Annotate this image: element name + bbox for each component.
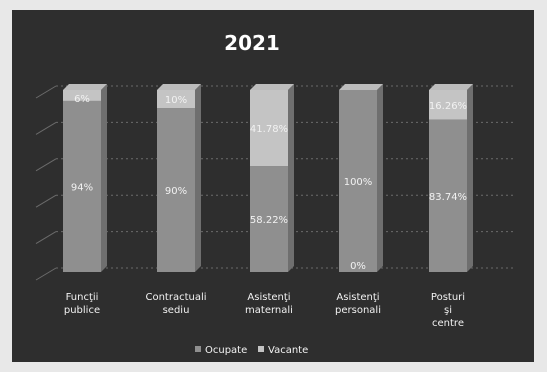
category-label: Asistenţi maternali bbox=[245, 292, 293, 316]
chart-title: 2021 bbox=[224, 31, 280, 55]
data-label-vacante: 0% bbox=[350, 261, 366, 272]
data-label-vacante: 6% bbox=[74, 94, 90, 105]
chart-grid bbox=[35, 85, 515, 281]
grid-line-tick bbox=[35, 158, 57, 172]
chart-category-labels: Funcţii publice Contractuali sediu Asistenţi… bbox=[64, 292, 465, 329]
bar-side-functii-publice bbox=[101, 84, 107, 272]
data-label-vacante: 16.26% bbox=[429, 101, 467, 112]
bar-side-asistenti-personali bbox=[377, 84, 383, 272]
bar-top-functii-publice bbox=[63, 84, 107, 90]
grid-line-tick bbox=[35, 267, 57, 281]
category-label: Funcţii publice bbox=[64, 292, 100, 316]
bar-ocupate-asistenti-maternali bbox=[250, 166, 288, 272]
data-label-ocupate: 58.22% bbox=[250, 215, 288, 226]
bar-side-contractuali-sediu bbox=[195, 84, 201, 272]
legend-swatch-vacante bbox=[258, 346, 264, 352]
legend-label-vacante: Vacante bbox=[268, 345, 308, 356]
bar-vacante-asistenti-maternali bbox=[250, 90, 288, 167]
grid-line-tick bbox=[35, 194, 57, 208]
bar-vacante-posturi-si-centre bbox=[429, 90, 467, 120]
bar-side-asistenti-maternali bbox=[288, 84, 294, 272]
grid-line-tick bbox=[35, 121, 57, 135]
data-label-ocupate: 100% bbox=[344, 177, 373, 188]
category-label: Asistenţi personali bbox=[335, 292, 381, 316]
grid-line-tick bbox=[35, 85, 57, 99]
bar-side-posturi-si-centre bbox=[467, 84, 473, 272]
bar-vacante-functii-publice bbox=[63, 90, 101, 101]
legend-label-ocupate: Ocupate bbox=[205, 345, 247, 356]
data-label-ocupate: 94% bbox=[71, 182, 93, 193]
bar-top-contractuali-sediu bbox=[157, 84, 201, 90]
chart-legend: Ocupate Vacante bbox=[195, 345, 308, 356]
category-label: Posturi şi centre bbox=[431, 292, 465, 329]
data-label-vacante: 10% bbox=[165, 95, 187, 106]
grid-line-tick bbox=[35, 231, 57, 245]
bar-top-posturi-si-centre bbox=[429, 84, 473, 90]
bar-ocupate-functii-publice bbox=[63, 100, 101, 272]
chart-bars bbox=[63, 84, 473, 272]
bar-top-asistenti-personali bbox=[339, 84, 383, 90]
legend-swatch-ocupate bbox=[195, 346, 201, 352]
bar-top-asistenti-maternali bbox=[250, 84, 294, 90]
bar-vacante-contractuali-sediu bbox=[157, 90, 195, 109]
data-label-vacante: 41.78% bbox=[250, 124, 288, 135]
category-label: Contractuali sediu bbox=[145, 292, 206, 316]
data-label-ocupate: 83.74% bbox=[429, 192, 467, 203]
bar-ocupate-asistenti-personali bbox=[339, 90, 377, 272]
bar-ocupate-contractuali-sediu bbox=[157, 108, 195, 272]
chart-data-labels: 94% 6% 90% 10% 58.22% 41.78% 100% 0% 83.74% 16.26… bbox=[71, 94, 467, 272]
data-label-ocupate: 90% bbox=[165, 186, 187, 197]
bar-ocupate-posturi-si-centre bbox=[429, 119, 467, 272]
